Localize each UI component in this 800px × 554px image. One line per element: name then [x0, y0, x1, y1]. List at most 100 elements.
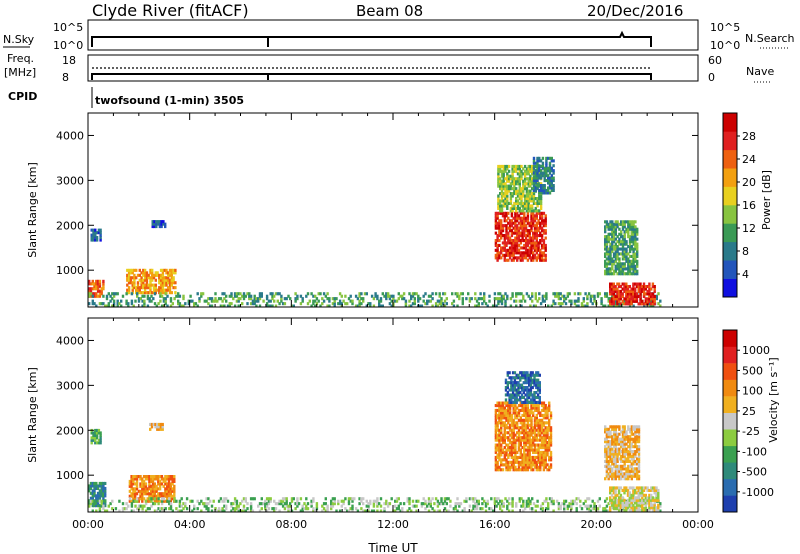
data-cell	[538, 383, 541, 387]
data-cell	[637, 294, 640, 298]
data-cell	[626, 297, 630, 301]
data-cell	[510, 258, 514, 262]
data-cell	[605, 504, 609, 508]
data-cell	[621, 437, 625, 441]
data-cell	[349, 294, 352, 298]
data-cell	[168, 283, 172, 287]
data-cell	[621, 501, 624, 505]
data-cell	[621, 235, 625, 239]
data-cell	[147, 286, 150, 290]
data-cell	[519, 426, 522, 430]
data-cell	[621, 242, 625, 246]
data-cell	[508, 423, 512, 427]
data-cell	[655, 496, 658, 500]
data-cell	[516, 164, 520, 168]
data-cell	[174, 286, 177, 290]
y-tick-label: 4000	[56, 129, 84, 142]
data-cell	[156, 422, 159, 426]
data-cell	[533, 241, 537, 245]
data-cell	[627, 474, 630, 478]
data-cell	[171, 477, 174, 481]
data-cell	[517, 411, 521, 415]
data-cell	[144, 502, 148, 506]
data-cell	[499, 507, 502, 511]
data-cell	[142, 482, 146, 486]
data-cell	[571, 499, 575, 503]
data-cell	[472, 499, 475, 503]
data-cell	[239, 502, 242, 506]
data-cell	[133, 276, 136, 280]
data-cell	[548, 406, 551, 410]
data-cell	[648, 292, 651, 296]
data-cell	[521, 418, 524, 422]
data-cell	[135, 288, 138, 292]
data-cell	[611, 250, 614, 254]
data-cell	[249, 502, 253, 506]
nsky-panel: N.Sky 10^5 10^0 10^5 10^0 N.Search	[3, 19, 795, 52]
data-cell	[532, 234, 535, 238]
data-cell	[431, 292, 434, 296]
data-cell	[634, 232, 637, 236]
data-cell	[506, 199, 509, 203]
data-cell	[422, 497, 425, 501]
data-cell	[170, 283, 173, 287]
data-cell	[611, 294, 614, 298]
data-cell	[545, 156, 548, 160]
data-cell	[519, 455, 522, 459]
data-cell	[614, 304, 617, 307]
data-cell	[312, 497, 315, 501]
y-tick-label: 2000	[56, 424, 84, 437]
data-cell	[635, 282, 639, 286]
data-cell	[541, 297, 545, 301]
data-cell	[617, 508, 621, 512]
data-cell	[383, 502, 386, 506]
data-cell	[513, 167, 516, 171]
data-cell	[269, 292, 272, 296]
data-cell	[530, 423, 533, 427]
data-cell	[532, 258, 535, 262]
data-cell	[655, 493, 658, 497]
data-cell	[533, 418, 537, 422]
data-cell	[628, 294, 631, 298]
data-cell	[523, 453, 526, 457]
data-cell	[159, 276, 163, 280]
data-cell	[502, 502, 505, 506]
data-cell	[614, 472, 617, 476]
data-cell	[503, 224, 506, 228]
data-cell	[91, 279, 94, 283]
data-cell	[609, 282, 612, 286]
data-cell	[524, 431, 528, 435]
data-cell	[537, 219, 540, 223]
data-cell	[612, 289, 615, 293]
data-cell	[153, 484, 156, 488]
data-cell	[171, 494, 174, 498]
data-cell	[515, 164, 518, 168]
data-cell	[542, 450, 546, 454]
data-cell	[646, 486, 649, 490]
data-cell	[548, 446, 551, 450]
data-cell	[529, 400, 533, 404]
data-cell	[299, 294, 303, 298]
data-cell	[543, 294, 546, 298]
data-cell	[523, 194, 527, 198]
data-cell	[503, 211, 506, 215]
data-cell	[540, 243, 544, 247]
data-cell	[515, 391, 518, 395]
data-cell	[528, 251, 531, 255]
data-cell	[501, 248, 505, 252]
data-cell	[621, 287, 624, 291]
data-cell	[88, 292, 91, 296]
data-cell	[523, 231, 526, 235]
data-cell	[628, 292, 631, 296]
data-cell	[386, 504, 390, 508]
data-cell	[513, 206, 516, 210]
data-cell	[637, 486, 640, 490]
data-cell	[167, 484, 171, 488]
data-cell	[532, 256, 535, 260]
data-cell	[508, 251, 512, 255]
data-cell	[526, 248, 530, 252]
data-cell	[630, 235, 633, 239]
data-cell	[427, 509, 431, 512]
data-cell	[305, 294, 308, 298]
